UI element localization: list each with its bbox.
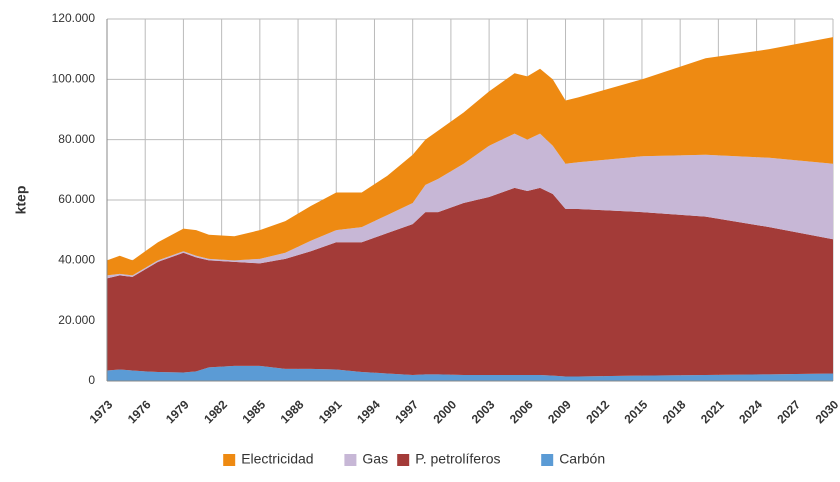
y-tick-label: 0 — [88, 373, 95, 387]
y-tick-label: 20.000 — [58, 313, 95, 327]
y-tick-label: 40.000 — [58, 253, 95, 267]
legend-swatch — [397, 454, 410, 466]
legend-label: P. petrolíferos — [415, 451, 500, 467]
y-tick-label: 80.000 — [58, 132, 95, 146]
legend-swatch — [344, 454, 357, 466]
area — [107, 187, 833, 377]
legend-swatch — [223, 454, 236, 466]
area — [107, 133, 833, 279]
y-tick-label: 120.000 — [52, 11, 96, 25]
y-tick-label: 100.000 — [52, 72, 96, 86]
area — [107, 365, 833, 381]
legend-label: Electricidad — [241, 451, 313, 467]
y-tick-label: 60.000 — [58, 192, 95, 206]
area — [107, 37, 833, 276]
y-axis-label: ktep — [13, 186, 29, 215]
legend-label: Gas — [362, 451, 388, 467]
legend-label: Carbón — [559, 451, 605, 467]
legend-swatch — [541, 454, 554, 466]
